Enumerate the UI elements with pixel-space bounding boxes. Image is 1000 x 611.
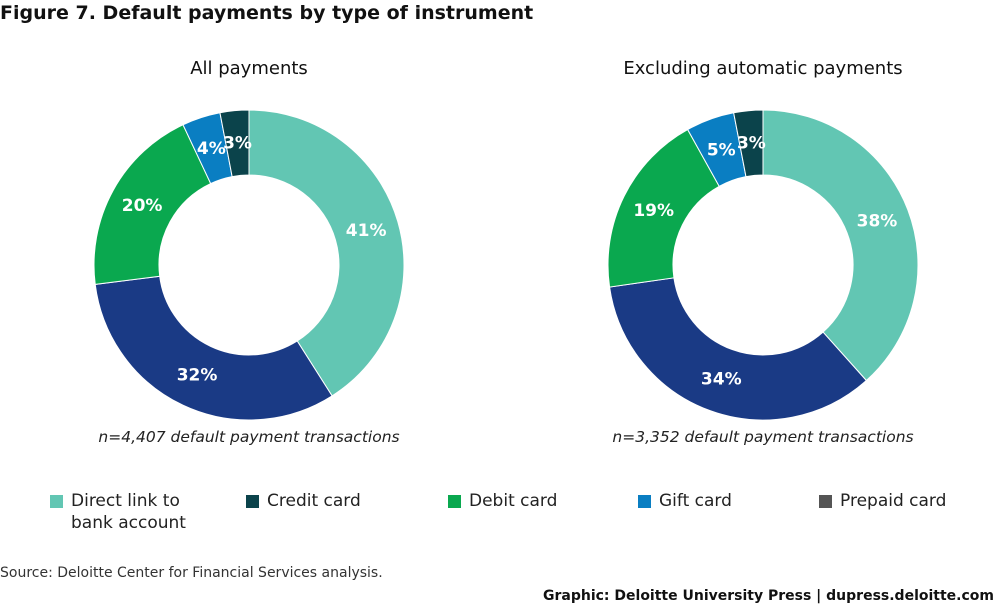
donut-slice-prepaid-card (733, 109, 764, 178)
slice-percent-label: 3% (737, 134, 766, 154)
legend-swatch (638, 495, 651, 508)
slice-percent-label: 32% (177, 365, 218, 385)
legend-label: Credit card (267, 491, 361, 511)
slice-percent-label: 5% (707, 140, 736, 160)
donut-slice-direct-link-to-bank-account (762, 109, 919, 382)
slice-percent-label: 4% (197, 139, 226, 159)
donut-chart-all-payments: 41% 32% 20% 4%3% (93, 109, 405, 421)
donut-slice-credit-card (94, 275, 333, 421)
graphic-credit: Graphic: Deloitte University Press | dup… (543, 588, 994, 604)
slice-percent-label: 41% (346, 221, 387, 241)
slice-percent-label: 19% (633, 201, 674, 221)
legend-label: Debit card (469, 491, 558, 511)
legend-item-direct-link: Direct link to bank account (50, 490, 186, 534)
legend-swatch (448, 495, 461, 508)
legend-item-prepaid-card: Prepaid card (819, 490, 946, 512)
legend-label: Gift card (659, 491, 732, 511)
donut-slice-debit-card (607, 128, 720, 288)
sample-size-note-excluding: n=3,352 default payment transactions (612, 428, 914, 446)
figure-title: Figure 7. Default payments by type of in… (0, 2, 534, 24)
legend-label: Prepaid card (840, 491, 947, 511)
legend: Direct link to bank account Credit card … (50, 490, 980, 540)
slice-percent-label: 38% (857, 211, 898, 231)
sample-size-note-all: n=4,407 default payment transactions (98, 428, 400, 446)
slice-percent-label: 3% (223, 134, 252, 154)
legend-item-gift-card: Gift card (638, 490, 732, 512)
legend-item-debit-card: Debit card (448, 490, 557, 512)
chart-title-all-payments: All payments (190, 58, 308, 79)
legend-item-credit-card: Credit card (246, 490, 361, 512)
slice-percent-label: 34% (701, 370, 742, 390)
legend-swatch (50, 495, 63, 508)
legend-swatch (246, 495, 259, 508)
legend-swatch (819, 495, 832, 508)
legend-label: Direct link to bank account (71, 491, 186, 533)
donut-chart-excluding-automatic: 38% 34% 19% 5% 3% (607, 109, 919, 421)
donut-slice-prepaid-card (219, 109, 250, 178)
donut-slice-direct-link-to-bank-account (248, 109, 405, 397)
source-note: Source: Deloitte Center for Financial Se… (0, 565, 383, 581)
slice-percent-label: 20% (122, 196, 163, 216)
donut-slice-credit-card (609, 277, 868, 421)
chart-title-excluding-automatic: Excluding automatic payments (623, 58, 903, 79)
